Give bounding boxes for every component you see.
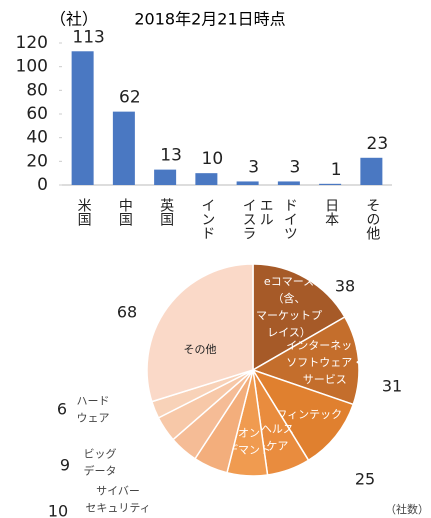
slice-label: その他	[184, 343, 217, 356]
slice-label: ソフトウェア・	[286, 356, 363, 369]
value-label: 31	[382, 377, 402, 396]
value-label: 10	[202, 149, 224, 169]
slice-label: eコマース	[264, 275, 314, 288]
value-label: 10	[48, 502, 68, 518]
chart-title: 2018年2月21日時点	[134, 10, 285, 29]
note: （社数）	[385, 502, 429, 516]
x-tick-label: その他	[363, 198, 380, 244]
x-tick-label: インド	[198, 198, 215, 244]
bar	[237, 181, 259, 185]
page: （社） 2018年2月21日時点 （社数） 020406080100120113…	[0, 0, 431, 518]
y-unit: （社）	[50, 10, 98, 29]
bar	[360, 158, 382, 185]
bar	[113, 112, 135, 185]
x-tick-label: ドイツ	[281, 198, 298, 244]
x-tick-label: 日本	[322, 198, 339, 244]
value-label: 3	[248, 157, 259, 177]
value-label: 9	[60, 456, 70, 475]
bar	[72, 51, 94, 185]
y-tick-label: 120	[16, 33, 48, 53]
slice-label: データ	[84, 464, 117, 478]
slice-label: ハード	[77, 395, 110, 408]
y-tick-label: 60	[26, 104, 48, 124]
y-tick-label: 20	[26, 151, 48, 171]
y-tick-label: 0	[37, 175, 48, 195]
value-label: 13	[160, 146, 182, 166]
y-tick-label: 100	[16, 57, 48, 77]
slice-label: セキュリティ	[85, 502, 150, 515]
x-tick-label: 英国	[157, 198, 174, 244]
slice-label: フィンテック	[276, 408, 342, 421]
chart: （社） 2018年2月21日時点 （社数） 020406080100120113…	[0, 0, 431, 518]
slice-label: インターネット	[286, 339, 363, 352]
slice-label: マーケットプ	[256, 309, 322, 322]
slice-label: サービス	[303, 373, 347, 386]
value-label: 68	[117, 303, 137, 322]
bar	[278, 181, 300, 185]
value-label: 3	[289, 157, 300, 177]
value-label: 38	[335, 277, 355, 296]
y-tick-label: 40	[26, 128, 48, 148]
value-label: 6	[57, 400, 67, 419]
value-label: 113	[72, 27, 104, 47]
slice-label: レイス）	[267, 326, 311, 339]
x-tick-label: イスラエル	[240, 198, 274, 244]
slice-label: ビッグ	[84, 447, 117, 461]
bar	[319, 184, 341, 185]
value-label: 25	[355, 470, 375, 489]
value-label: 1	[331, 160, 342, 180]
slice-label: ヘルス	[261, 422, 294, 435]
y-tick-label: 80	[26, 80, 48, 100]
value-label: 23	[367, 134, 389, 154]
slice-label: （含、	[273, 291, 306, 305]
bar	[195, 173, 217, 185]
x-tick-label: 米国	[75, 198, 92, 244]
slice-label: サイバー	[96, 485, 140, 498]
value-label: 62	[119, 88, 141, 108]
x-tick-label: 中国	[116, 198, 133, 244]
slice-label: ウェア	[77, 412, 110, 425]
bar	[154, 170, 176, 185]
slice-label: オン	[238, 426, 260, 439]
